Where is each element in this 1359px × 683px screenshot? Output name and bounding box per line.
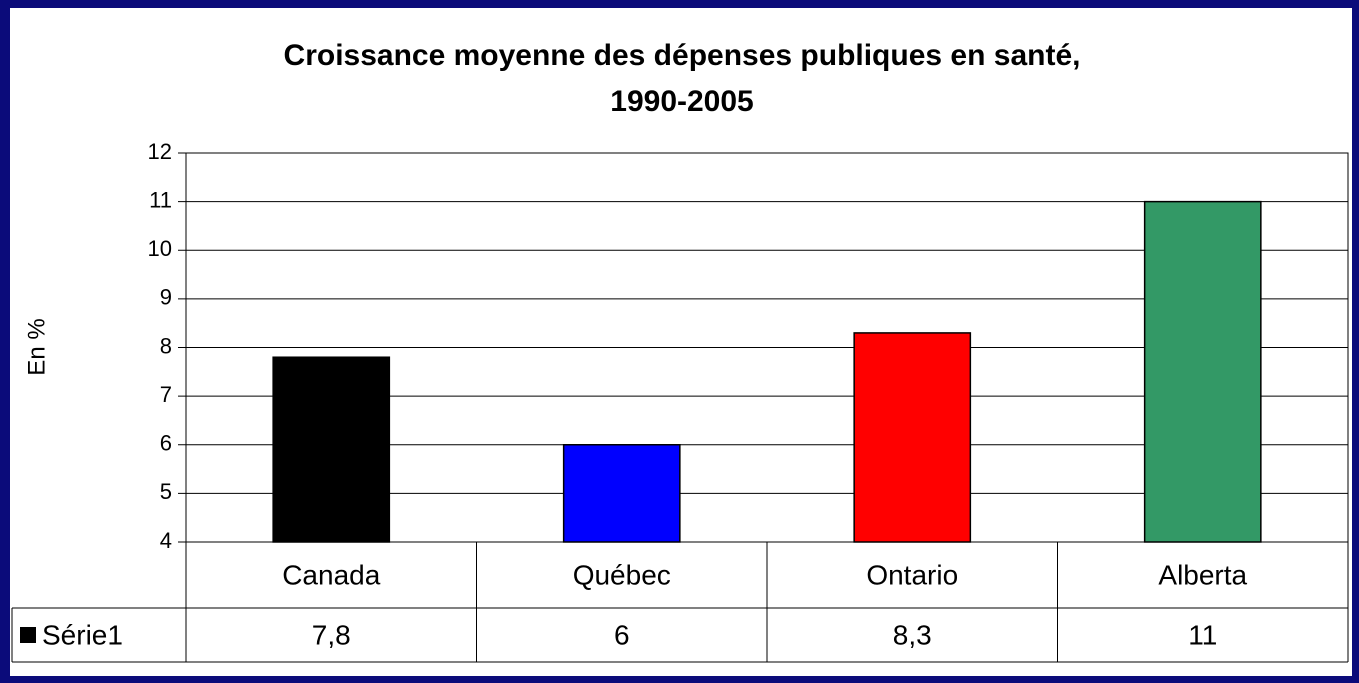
bar [1143,200,1262,543]
y-tick-label: 10 [148,236,172,261]
x-tick-label: Alberta [1158,559,1247,590]
data-label: 8,3 [893,619,932,650]
legend-label: Série1 [42,619,123,650]
x-tick-label: Québec [573,559,671,590]
y-tick-label: 12 [148,139,172,164]
data-label: 11 [1188,619,1217,650]
x-tick-label: Canada [282,559,381,590]
y-tick-label: 11 [149,187,172,212]
y-axis-label: En % [23,318,50,375]
data-label: 6 [614,619,630,650]
x-tick-label: Ontario [866,559,958,590]
y-tick-label: 5 [160,479,172,504]
bar [272,356,391,543]
bar [562,444,681,543]
bar [853,332,972,543]
y-tick-label: 9 [160,285,172,310]
chart-title: Croissance moyenne des dépenses publique… [284,39,1081,72]
chart-title: 1990-2005 [610,85,753,118]
y-tick-label: 6 [160,431,172,456]
legend-key [20,627,36,643]
y-tick-label: 7 [160,382,172,407]
y-tick-label: 8 [160,333,172,358]
data-label: 7,8 [312,619,351,650]
y-tick-label: 4 [160,528,172,553]
